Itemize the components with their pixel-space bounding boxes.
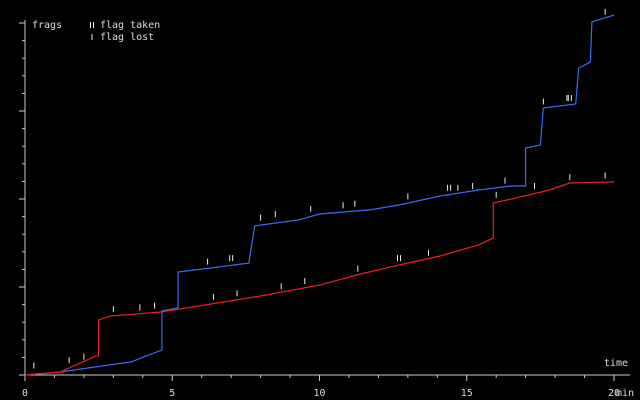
line	[24, 14, 615, 376]
x-tick-label: 15	[461, 388, 473, 399]
x-axis-label: time	[604, 358, 628, 369]
y-axis-label: frags	[32, 20, 62, 31]
x-tick-label: 5	[169, 388, 175, 399]
x-tick-label: 10	[313, 388, 325, 399]
x-tick-label: 20	[608, 388, 620, 399]
legend-label: flag taken	[100, 20, 160, 31]
x-unit: min	[616, 388, 634, 399]
legend-label: flag lost	[100, 32, 154, 43]
x-tick-label: 0	[22, 388, 28, 399]
line	[24, 181, 615, 376]
